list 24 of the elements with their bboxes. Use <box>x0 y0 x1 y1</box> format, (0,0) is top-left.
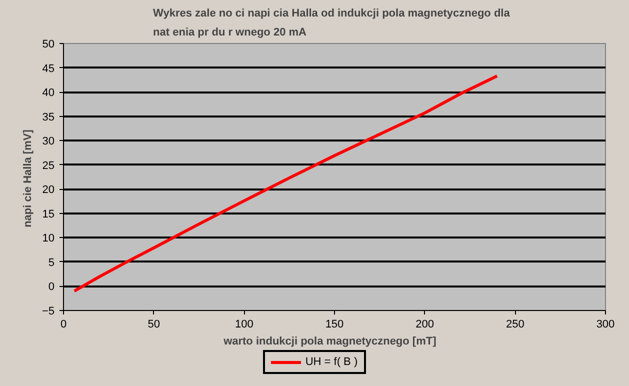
x-tick-label: 250 <box>506 318 524 330</box>
y-tick-label: 45 <box>42 62 55 75</box>
x-tick-label: 200 <box>416 318 434 330</box>
y-tick-label: 25 <box>42 160 55 172</box>
y-tick-label: 10 <box>42 232 55 245</box>
x-tick-label: 100 <box>234 318 254 330</box>
y-tick-label: 50 <box>42 38 55 50</box>
legend-label: UH = f( B ) <box>305 354 358 370</box>
x-axis-title: warto indukcji pola magnetycznego [mT] <box>222 336 437 348</box>
x-tick-label: 0 <box>60 318 67 330</box>
x-tick-label: 300 <box>596 318 615 330</box>
chart-title: Wykres zale no ci napi cia Halla od indukcji pola magnetycznego dla nat enia pr du r wnego 20 mA <box>153 7 511 38</box>
y-tick-label: 35 <box>42 111 55 124</box>
y-tick-label: −5 <box>42 306 55 318</box>
y-tick-label: 40 <box>42 87 55 100</box>
y-tick-label: 30 <box>42 136 55 148</box>
y-tick-label: 15 <box>42 208 55 220</box>
x-tick-label: 150 <box>325 318 344 330</box>
line-series <box>72 74 499 293</box>
y-tick-label: 20 <box>42 184 55 196</box>
y-tick-label: 5 <box>48 256 55 269</box>
y-axis-title: napi cie Halla [mV] <box>22 129 34 228</box>
y-tick-label: 0 <box>48 281 55 294</box>
x-tick-label: 50 <box>148 318 160 330</box>
